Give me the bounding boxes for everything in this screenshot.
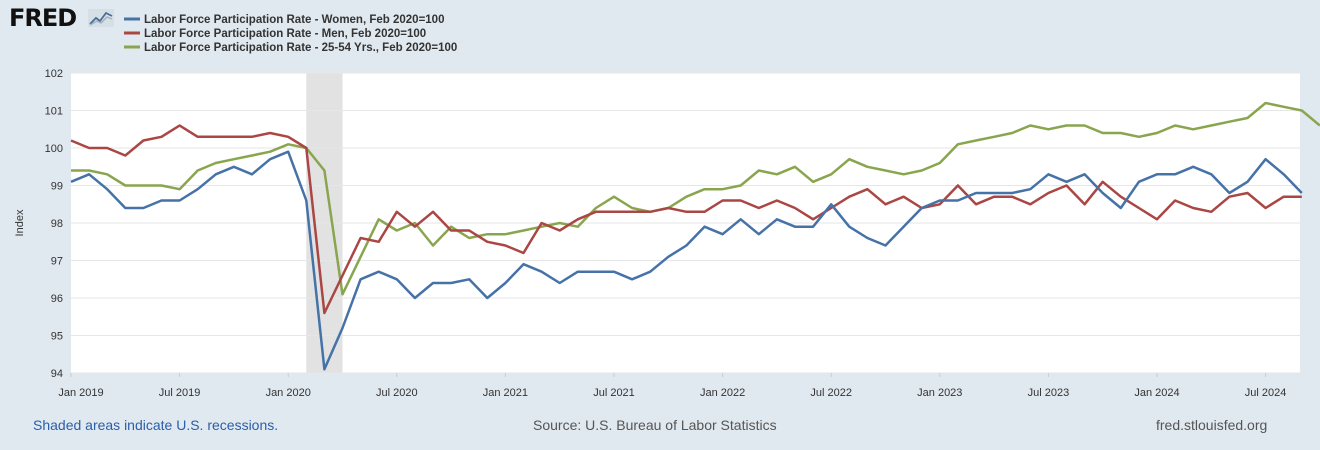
x-tick-label: Jan 2022 — [700, 387, 745, 399]
x-tick-label: Jul 2022 — [810, 387, 852, 399]
series-lines — [70, 101, 1320, 371]
x-tick-label: Jul 2024 — [1245, 387, 1287, 399]
series-line — [70, 150, 1303, 371]
x-tick-label: Jan 2019 — [58, 387, 103, 399]
x-tick-label: Jan 2020 — [266, 387, 311, 399]
y-tick-labels: 94 95 96 97 98 99 100 101 102 — [45, 68, 63, 380]
y-tick-label: 97 — [51, 256, 63, 268]
x-tick-label: Jan 2024 — [1134, 387, 1179, 399]
legend-label: Labor Force Participation Rate - 25-54 Y… — [144, 42, 457, 54]
legend-label: Labor Force Participation Rate - Men, Fe… — [144, 28, 426, 40]
x-tick-label: Jul 2021 — [593, 387, 635, 399]
x-tick-label: Jul 2019 — [159, 387, 201, 399]
series-line — [71, 101, 1320, 296]
y-tick-label: 95 — [51, 331, 63, 343]
y-tick-label: 98 — [51, 218, 63, 230]
x-tick-label: Jan 2023 — [917, 387, 962, 399]
legend-label: Labor Force Participation Rate - Women, … — [144, 14, 444, 26]
x-tick-label: Jul 2020 — [376, 387, 418, 399]
y-tick-label: 100 — [45, 143, 63, 155]
recession-note-link[interactable]: Shaded areas indicate U.S. recessions. — [33, 417, 279, 433]
x-tick-labels: Jan 2019 Jul 2019 Jan 2020 Jul 2020 Jan 2021… — [58, 373, 1286, 399]
y-tick-label: 101 — [45, 106, 63, 118]
source-text: Source: U.S. Bureau of Labor Statistics — [533, 417, 777, 433]
y-tick-label: 96 — [51, 293, 63, 305]
y-axis-label: Index — [14, 209, 26, 236]
x-tick-label: Jul 2023 — [1028, 387, 1070, 399]
series-line — [70, 124, 1302, 315]
site-url[interactable]: fred.stlouisfed.org — [1156, 417, 1268, 433]
chart-line-icon — [88, 9, 114, 27]
fred-logo-text: FRED — [9, 4, 77, 32]
fred-logo[interactable]: FRED — [9, 4, 77, 32]
legend: Labor Force Participation Rate - Women, … — [124, 14, 457, 54]
y-tick-label: 99 — [51, 181, 63, 193]
y-tick-label: 94 — [51, 368, 63, 380]
x-tick-label: Jan 2021 — [483, 387, 528, 399]
y-tick-label: 102 — [45, 68, 63, 80]
